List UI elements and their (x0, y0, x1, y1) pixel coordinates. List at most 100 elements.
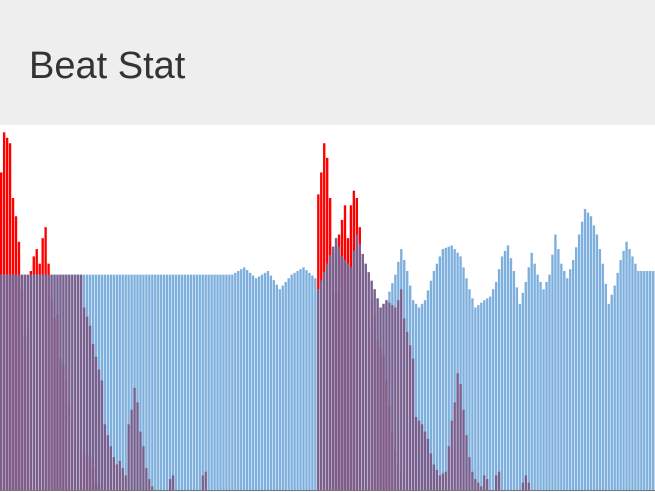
low-bar (527, 482, 530, 490)
low-bar (441, 473, 444, 490)
low-bar (420, 424, 424, 490)
low-bar (358, 244, 361, 490)
stat-bar (160, 274, 163, 490)
stat-bar (231, 274, 234, 490)
low-bar (483, 475, 486, 490)
stat-bar (121, 274, 124, 490)
low-bar (400, 289, 403, 490)
low-bar (337, 247, 341, 490)
stat-bar (228, 274, 231, 490)
low-bar (100, 380, 104, 490)
stat-bar (414, 303, 418, 490)
stat-bar (198, 274, 201, 490)
low-bar (394, 307, 397, 490)
stat-bar (524, 281, 527, 490)
low-bar (38, 274, 41, 490)
low-bar (370, 280, 373, 490)
low-bar (50, 274, 53, 490)
stat-bar (634, 263, 637, 490)
low-bar (44, 274, 47, 490)
low-bar (411, 358, 415, 490)
stat-bar (542, 289, 545, 490)
stat-bar (118, 274, 121, 490)
stat-bar (539, 281, 542, 490)
stat-bar (171, 274, 175, 490)
stat-bar (207, 274, 210, 490)
stat-bar (296, 271, 299, 490)
low-bar (115, 464, 118, 490)
stat-bar (251, 275, 255, 490)
low-bar (14, 274, 18, 490)
low-bar (109, 446, 113, 490)
low-bar (435, 469, 439, 491)
stat-bar (266, 271, 270, 490)
stat-bar (580, 221, 584, 490)
stat-bar (429, 280, 433, 490)
low-bar (35, 274, 38, 490)
stat-bar (551, 254, 554, 490)
stat-bar (441, 249, 444, 490)
stat-bar (222, 274, 225, 490)
stat-bar (616, 272, 619, 490)
stat-bar (545, 281, 548, 490)
low-bar (331, 246, 335, 490)
low-bar (373, 289, 376, 490)
low-bar (53, 274, 56, 490)
low-bar (0, 274, 3, 490)
stat-bar (420, 303, 424, 490)
low-bar (462, 409, 465, 490)
low-bar (432, 464, 436, 490)
low-bar (406, 331, 409, 490)
stat-bar (527, 267, 530, 490)
stat-bar (145, 274, 148, 490)
low-bar (414, 417, 418, 490)
low-bar (41, 274, 44, 490)
low-bar (133, 387, 136, 490)
low-bar (524, 475, 527, 490)
stat-bar (622, 250, 625, 490)
low-bar (11, 274, 15, 490)
low-bar (447, 446, 450, 490)
stat-bar (483, 300, 486, 490)
low-bar (477, 482, 480, 490)
stat-bar (613, 285, 616, 490)
stat-bar (474, 307, 477, 490)
low-bar (379, 307, 382, 490)
stat-bar (640, 271, 643, 490)
stat-bar (417, 307, 421, 490)
low-bar (403, 318, 406, 490)
stat-bar (459, 256, 462, 490)
low-bar (343, 260, 347, 490)
low-bar (426, 438, 430, 490)
stat-bar (477, 305, 480, 490)
stat-bar (509, 258, 513, 490)
stat-bar (432, 271, 436, 490)
stat-bar (305, 270, 308, 490)
stat-bar (192, 274, 196, 490)
low-bar (124, 475, 127, 490)
low-bar (328, 255, 332, 490)
low-bar (201, 475, 204, 490)
stat-bar (491, 289, 495, 490)
stat-bar (601, 263, 605, 490)
stat-bar (136, 274, 139, 490)
stat-bar (260, 274, 264, 490)
stat-bar (157, 274, 160, 490)
low-series (0, 234, 530, 491)
stat-bar (130, 274, 133, 490)
low-bar (82, 307, 86, 490)
low-bar (68, 274, 71, 490)
low-bar (148, 479, 151, 490)
stat-bar (533, 263, 536, 490)
stat-bar (154, 274, 157, 490)
low-bar (352, 250, 356, 490)
low-bar (77, 274, 80, 490)
stat-bar (237, 271, 240, 490)
low-bar (429, 453, 433, 490)
low-bar (26, 274, 30, 490)
low-bar (444, 471, 447, 490)
stat-bar (586, 212, 590, 490)
stat-bar (595, 234, 599, 490)
stat-bar (560, 263, 563, 490)
low-bar (385, 300, 388, 490)
